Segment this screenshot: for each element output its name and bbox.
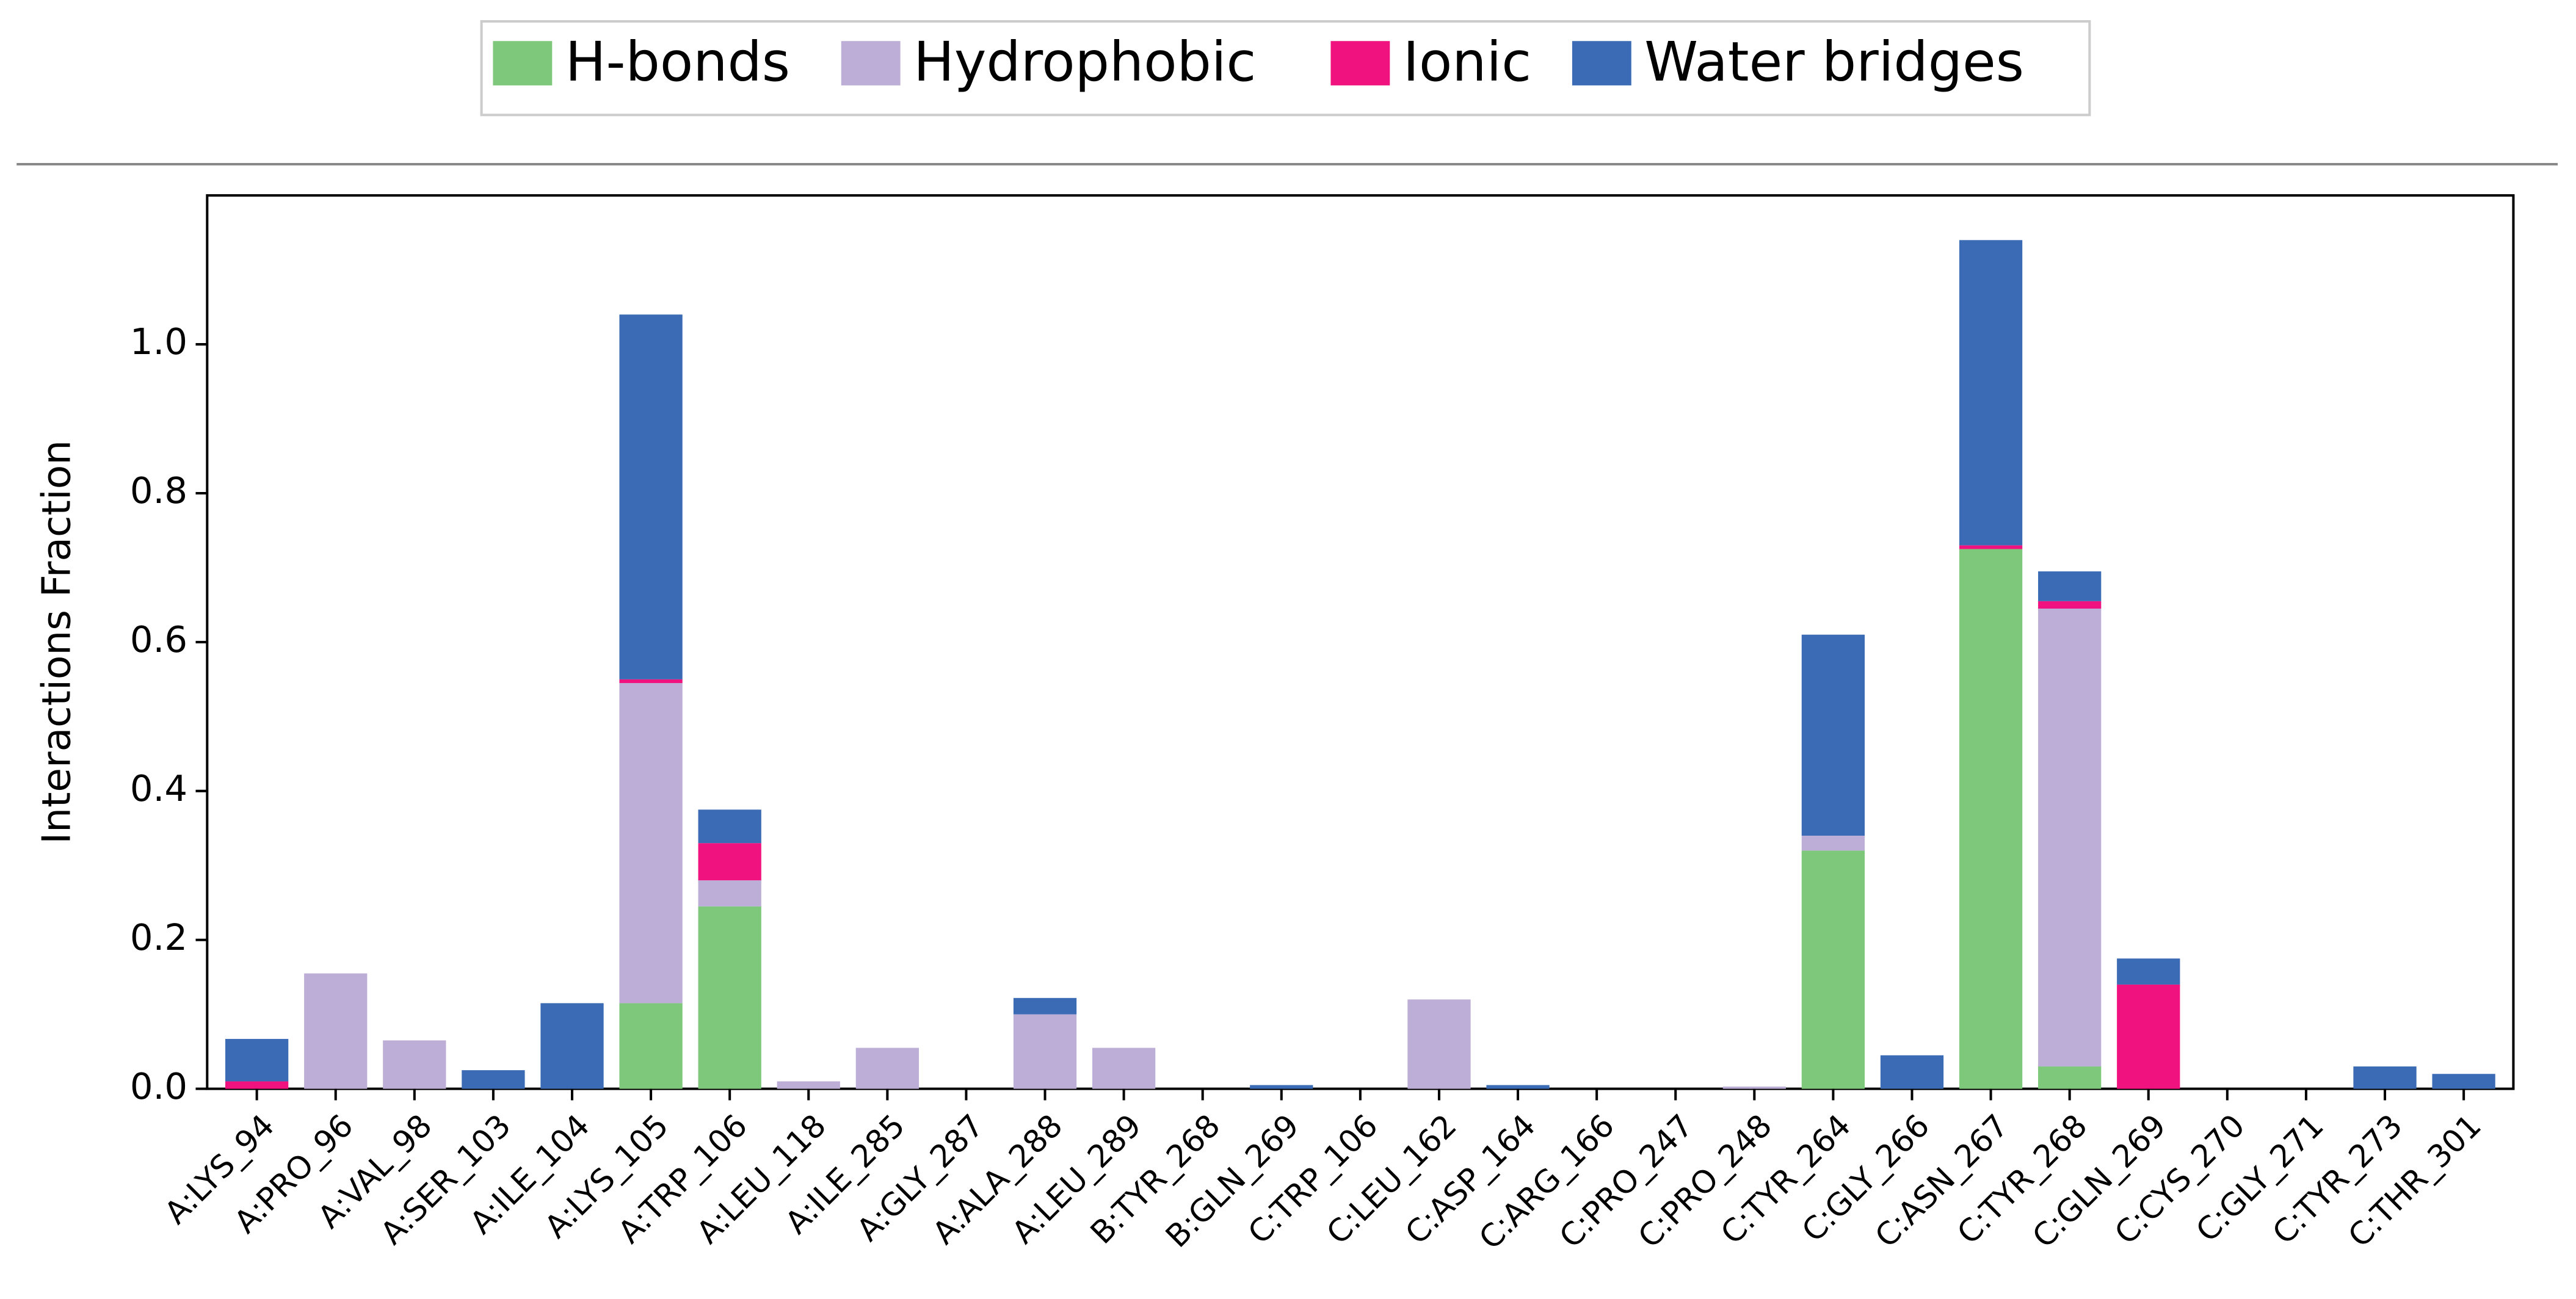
bar-segment <box>777 1081 840 1089</box>
y-tick-label: 0.8 <box>130 469 187 512</box>
legend-label: H-bonds <box>565 31 790 93</box>
y-axis-label: Interactions Fraction <box>34 440 80 844</box>
bar-segment <box>619 682 683 1004</box>
legend-label: Water bridges <box>1644 31 2024 93</box>
bar-segment <box>2038 609 2102 1067</box>
bar-segment <box>698 880 761 906</box>
bar-segment <box>2038 1066 2102 1089</box>
bar-segment <box>1407 999 1471 1089</box>
bar-segment <box>698 843 761 881</box>
bar-segment <box>1801 835 1865 851</box>
legend-label: Hydrophobic <box>913 31 1256 93</box>
bar-segment <box>855 1048 919 1089</box>
bar-segment <box>1722 1086 1786 1089</box>
bar-segment <box>304 973 368 1089</box>
bar-segment <box>1013 1014 1077 1089</box>
bar-segment <box>619 314 683 679</box>
bar-segment <box>2038 601 2102 609</box>
bar-segment <box>2117 958 2180 985</box>
bar-segment <box>619 1003 683 1089</box>
bar-segment <box>2038 571 2102 601</box>
bar-segment <box>2432 1074 2495 1089</box>
bar-segment <box>462 1070 525 1089</box>
bar-segment <box>619 679 683 683</box>
y-tick-label: 0.2 <box>130 916 187 958</box>
bar-segment <box>698 809 761 844</box>
bar-segment <box>1250 1085 1313 1089</box>
legend-label: Ionic <box>1403 31 1531 93</box>
plot-frame <box>206 194 2515 1090</box>
bar-segment <box>1801 634 1865 836</box>
bar-segment <box>1013 997 1077 1015</box>
legend-swatch <box>1572 41 1631 85</box>
bar-segment <box>383 1040 446 1089</box>
bar-segment <box>1486 1085 1550 1089</box>
bar-segment <box>2353 1066 2417 1089</box>
bar-segment <box>1959 549 2023 1089</box>
legend-swatch <box>493 41 553 85</box>
bar-segment <box>1801 850 1865 1089</box>
y-tick-label: 0.6 <box>130 618 187 660</box>
bar-segment <box>698 906 761 1089</box>
bar-segment <box>540 1003 604 1089</box>
bar-segment <box>1959 545 2023 549</box>
bar-segment <box>225 1038 289 1082</box>
y-tick-label: 1.0 <box>130 320 187 363</box>
y-tick-label: 0.4 <box>130 767 187 809</box>
y-tick-label: 0.0 <box>130 1065 187 1107</box>
legend-swatch <box>1330 41 1390 85</box>
bar-segment <box>1092 1048 1156 1089</box>
bar-segment <box>2117 984 2180 1089</box>
bar-segment <box>225 1081 289 1089</box>
legend-swatch <box>841 41 901 85</box>
bar-segment <box>1959 240 2023 546</box>
legend-box <box>480 20 2091 117</box>
bar-segment <box>1880 1055 1944 1089</box>
